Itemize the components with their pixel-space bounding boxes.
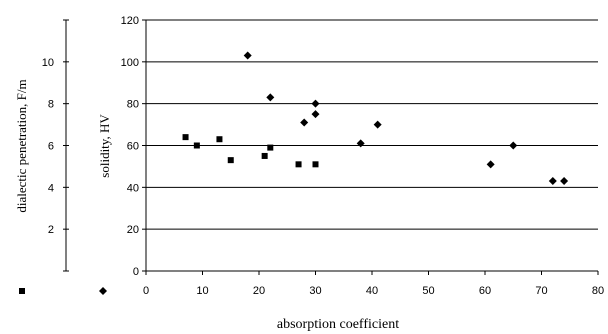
diamond-point [243,51,252,60]
x-tick-label: 70 [535,285,547,297]
square-point [216,136,223,143]
diamond-point [548,177,557,186]
square-point [312,161,319,168]
legend-markers [19,287,107,295]
diamond-point [373,120,382,129]
x-tick-label: 40 [366,285,378,297]
square-point [261,152,268,159]
left-tick-label: 8 [48,99,54,111]
y-tick-label: 60 [127,141,139,153]
x-tick-label: 60 [479,285,491,297]
diamond-point [266,93,275,102]
data-points [182,51,569,186]
diamond-point [560,177,569,186]
x-tick-label: 30 [309,285,321,297]
x-tick-label: 10 [196,285,208,297]
y-tick-label: 0 [133,266,139,278]
diamond-point [300,118,309,127]
y-axis-title-left: dialectic penetration, F/m [14,79,29,212]
legend-diamond-marker [99,287,107,295]
y-tick-label: 100 [121,57,139,69]
square-point [193,142,200,149]
x-axis: 0 10 20 30 40 50 60 70 80 [142,270,604,297]
x-axis-title: absorption coefficient [277,317,399,332]
x-tick-label: 20 [253,285,265,297]
left-tick-label: 4 [48,182,54,194]
left-tick-label: 2 [48,224,54,236]
legend-square-marker [19,288,25,294]
x-tick-label: 50 [422,285,434,297]
square-point [227,157,234,164]
diamond-point [311,99,320,108]
diamond-point [486,160,495,169]
diamond-point [311,110,320,119]
left-tick-label: 6 [48,141,54,153]
square-point [267,144,274,151]
y-tick-label: 80 [127,99,139,111]
left-axis: 2 4 6 8 10 [42,19,69,272]
x-tick-label: 0 [143,285,149,297]
diamond-point [356,139,365,148]
y-axis-title-right: solidity, HV [97,114,112,178]
left-tick-label: 10 [42,57,54,69]
y-tick-label: 20 [127,224,139,236]
x-tick-label: 80 [592,285,604,297]
square-point [295,161,302,168]
solidity-axis: 0 20 40 60 80 100 120 [121,15,147,278]
y-tick-label: 120 [121,15,139,27]
gridlines [146,19,598,230]
square-point [182,134,189,141]
diamond-point [509,141,518,150]
y-tick-label: 40 [127,182,139,194]
